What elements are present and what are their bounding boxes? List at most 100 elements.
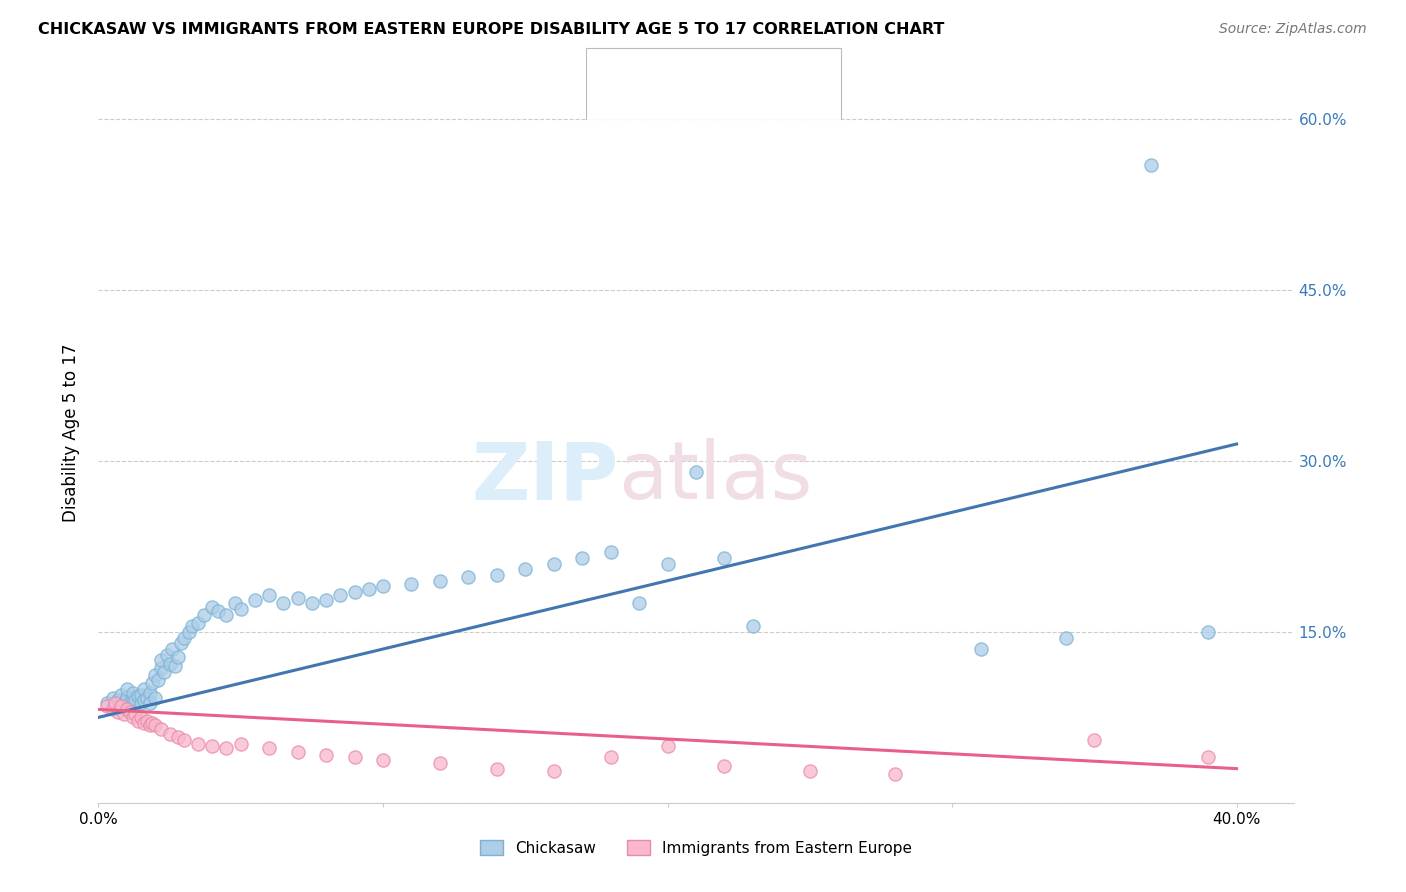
Point	[599, 750, 621, 764]
Point	[343, 750, 366, 764]
Point	[141, 676, 163, 690]
Text: R =: R =	[638, 59, 671, 74]
Point	[143, 668, 166, 682]
Point	[121, 691, 143, 706]
Point	[135, 691, 157, 706]
Point	[138, 696, 160, 710]
Point	[315, 593, 337, 607]
Point	[121, 686, 143, 700]
Point	[343, 585, 366, 599]
Point	[429, 574, 451, 588]
Point	[101, 702, 124, 716]
Point	[515, 562, 537, 576]
Text: ZIP: ZIP	[471, 438, 619, 516]
Text: Source: ZipAtlas.com: Source: ZipAtlas.com	[1219, 22, 1367, 37]
Point	[127, 714, 149, 728]
Point	[143, 718, 166, 732]
Point	[129, 696, 152, 710]
Text: CHICKASAW VS IMMIGRANTS FROM EASTERN EUROPE DISABILITY AGE 5 TO 17 CORRELATION C: CHICKASAW VS IMMIGRANTS FROM EASTERN EUR…	[38, 22, 945, 37]
Point	[162, 642, 184, 657]
Point	[167, 730, 190, 744]
Point	[1054, 631, 1077, 645]
Point	[243, 593, 266, 607]
Point	[115, 702, 138, 716]
Point	[167, 650, 190, 665]
Point	[287, 745, 309, 759]
Point	[229, 602, 252, 616]
Point	[132, 693, 155, 707]
Point	[110, 688, 132, 702]
Point	[741, 619, 763, 633]
Point	[173, 733, 195, 747]
Point	[165, 659, 187, 673]
Point	[159, 727, 181, 741]
Text: atlas: atlas	[619, 438, 813, 516]
Point	[104, 698, 127, 713]
Point	[628, 597, 651, 611]
Point	[112, 696, 135, 710]
Point	[107, 693, 129, 707]
Point	[215, 607, 238, 622]
Point	[287, 591, 309, 605]
Point	[132, 681, 155, 696]
Point	[1140, 158, 1163, 172]
Point	[257, 589, 280, 603]
Text: 0.546: 0.546	[685, 59, 733, 74]
Point	[201, 739, 224, 753]
Point	[273, 597, 295, 611]
Point	[96, 696, 118, 710]
Point	[150, 653, 173, 667]
FancyBboxPatch shape	[586, 48, 841, 120]
Point	[357, 582, 380, 596]
Point	[371, 579, 394, 593]
Point	[201, 599, 224, 614]
Point	[193, 607, 215, 622]
Point	[713, 550, 735, 565]
Y-axis label: Disability Age 5 to 17: Disability Age 5 to 17	[62, 343, 80, 522]
Point	[657, 739, 679, 753]
Point	[207, 604, 229, 618]
Text: -0.431: -0.431	[685, 94, 740, 109]
Point	[371, 752, 394, 766]
Point	[329, 589, 352, 603]
Text: 40: 40	[794, 94, 815, 109]
Point	[599, 545, 621, 559]
Point	[115, 690, 138, 704]
Point	[118, 705, 141, 719]
Point	[153, 665, 176, 679]
Point	[96, 698, 118, 713]
Text: N =: N =	[748, 59, 782, 74]
Point	[127, 689, 149, 703]
Point	[543, 557, 565, 571]
Legend: Chickasaw, Immigrants from Eastern Europe: Chickasaw, Immigrants from Eastern Europ…	[474, 834, 918, 862]
Point	[148, 673, 170, 687]
Point	[1197, 624, 1219, 639]
Point	[101, 691, 124, 706]
FancyBboxPatch shape	[593, 89, 627, 113]
Point	[1197, 750, 1219, 764]
Point	[156, 648, 179, 662]
Point	[713, 759, 735, 773]
Point	[150, 722, 173, 736]
Point	[485, 568, 508, 582]
Point	[118, 696, 141, 710]
Point	[124, 693, 146, 707]
Point	[429, 756, 451, 770]
Point	[159, 657, 181, 671]
Point	[132, 716, 155, 731]
Point	[129, 688, 152, 702]
Point	[187, 737, 209, 751]
Point	[315, 747, 337, 762]
Point	[150, 661, 173, 675]
Point	[170, 636, 193, 650]
Text: N =: N =	[748, 94, 782, 109]
Point	[107, 705, 129, 719]
Point	[229, 737, 252, 751]
Point	[110, 698, 132, 713]
Point	[187, 615, 209, 630]
Point	[121, 710, 143, 724]
Point	[181, 619, 204, 633]
Point	[224, 597, 246, 611]
Point	[543, 764, 565, 778]
Point	[112, 706, 135, 721]
